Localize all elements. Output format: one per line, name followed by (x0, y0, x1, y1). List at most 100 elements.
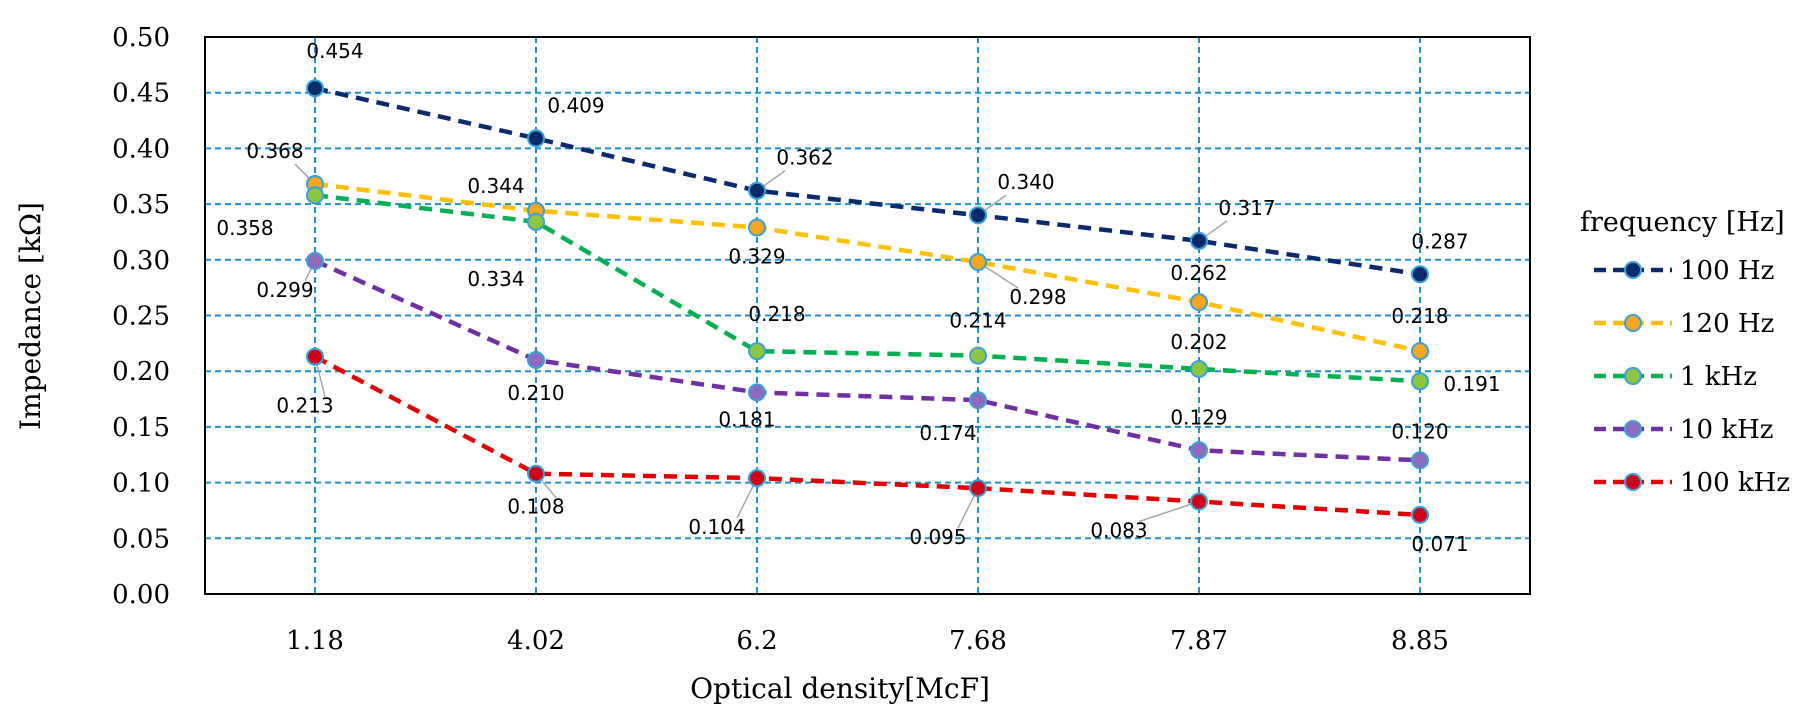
y-tick-label: 0.15 (112, 413, 170, 443)
series-line (314, 181, 1421, 354)
grid-layer (205, 37, 1530, 594)
data-label: 0.317 (1218, 196, 1275, 220)
y-tick-label: 0.45 (112, 79, 170, 109)
data-label: 0.218 (748, 302, 805, 326)
data-label: 0.362 (776, 146, 833, 170)
legend-entry-label: 100 kHz (1680, 468, 1790, 498)
y-tick-label: 0.50 (112, 23, 170, 53)
data-point (748, 469, 766, 488)
data-point (969, 479, 987, 498)
data-point (527, 351, 545, 370)
x-axis-tick-labels: 1.18 4.02 6.2 7.68 7.87 8.85 (286, 626, 1449, 656)
y-tick-label: 0.40 (112, 134, 170, 164)
data-point (527, 212, 545, 231)
x-tick-label: 7.68 (949, 626, 1007, 656)
data-point (1190, 441, 1208, 460)
data-label: 0.095 (909, 525, 966, 549)
data-point (1411, 372, 1429, 391)
data-point (969, 391, 987, 410)
data-label: 0.287 (1411, 229, 1468, 253)
data-label: 0.071 (1411, 532, 1468, 556)
data-label: 0.358 (216, 216, 273, 240)
legend-swatch-marker (1624, 261, 1642, 279)
x-axis-title: Optical density[McF] (690, 672, 990, 705)
y-axis-title: Impedance [kΩ] (14, 202, 47, 430)
data-label: 0.454 (306, 39, 363, 63)
data-point (1190, 293, 1208, 312)
series-layer (306, 79, 1429, 524)
data-point (306, 186, 324, 205)
legend-entry-label: 120 Hz (1680, 309, 1774, 339)
data-labels: 0.454 0.409 0.362 0.340 0.317 0.287 0.368 0.344… (216, 39, 1500, 556)
data-label: 0.104 (688, 515, 745, 539)
data-point (748, 383, 766, 402)
x-tick-label: 1.18 (286, 626, 344, 656)
y-tick-label: 0.25 (112, 302, 170, 332)
data-point (969, 253, 987, 272)
data-point (748, 218, 766, 237)
data-label: 0.340 (997, 170, 1054, 194)
y-tick-label: 0.35 (112, 190, 170, 220)
y-tick-label: 0.20 (112, 357, 170, 387)
y-tick-label: 0.30 (112, 246, 170, 276)
x-tick-label: 4.02 (507, 626, 565, 656)
legend-entry-label: 10 kHz (1680, 415, 1773, 445)
data-point (748, 181, 766, 200)
data-point (1411, 505, 1429, 524)
x-tick-label: 8.85 (1391, 626, 1449, 656)
data-point (1411, 451, 1429, 470)
x-tick-label: 6.2 (736, 626, 777, 656)
data-label: 0.298 (1009, 285, 1066, 309)
legend-entry-label: 1 kHz (1680, 362, 1757, 392)
data-point (527, 129, 545, 148)
data-label: 0.174 (919, 421, 976, 445)
data-label: 0.191 (1443, 372, 1500, 396)
series-line (313, 354, 1421, 518)
y-axis-tick-labels: 0.00 0.05 0.10 0.15 0.20 0.25 0.30 0.35 0.40 0.45… (112, 23, 170, 610)
data-label: 0.120 (1391, 419, 1448, 443)
legend-swatch-marker (1624, 314, 1642, 332)
series-line (314, 258, 1421, 463)
data-point (1411, 342, 1429, 361)
x-tick-label: 7.87 (1170, 626, 1228, 656)
y-tick-label: 0.00 (112, 580, 170, 610)
data-point (1190, 492, 1208, 511)
legend-title: frequency [Hz] (1580, 207, 1785, 238)
data-point (1411, 265, 1429, 284)
data-label: 0.334 (467, 267, 524, 291)
data-label: 0.083 (1090, 519, 1147, 543)
leader-line (1138, 500, 1200, 523)
legend-swatch-marker (1624, 367, 1642, 385)
data-label: 0.202 (1170, 330, 1227, 354)
data-point (1190, 231, 1208, 250)
data-point (306, 347, 324, 366)
data-point (306, 251, 324, 270)
data-label: 0.262 (1170, 261, 1227, 285)
data-label: 0.344 (467, 174, 524, 198)
legend: frequency [Hz] 100 Hz 120 Hz 1 kHz 10 kHz 10… (1580, 207, 1790, 498)
y-tick-label: 0.05 (112, 524, 170, 554)
data-label: 0.129 (1170, 405, 1227, 429)
data-label: 0.181 (718, 407, 775, 431)
data-label: 0.213 (276, 394, 333, 418)
y-tick-label: 0.10 (112, 469, 170, 499)
data-label: 0.329 (728, 244, 785, 268)
legend-swatch-marker (1624, 473, 1642, 491)
legend-entry-label: 100 Hz (1680, 256, 1774, 286)
series-line (314, 86, 1421, 277)
legend-swatch-marker (1624, 420, 1642, 438)
data-label: 0.299 (256, 278, 313, 302)
data-point (969, 346, 987, 365)
plot-area-frame (204, 36, 1531, 595)
data-point (306, 79, 324, 98)
data-label: 0.108 (507, 495, 564, 519)
data-point (969, 206, 987, 225)
data-label: 0.218 (1391, 304, 1448, 328)
data-point (527, 464, 545, 483)
data-point (748, 342, 766, 361)
data-label: 0.210 (507, 381, 564, 405)
data-point (1190, 359, 1208, 378)
data-label: 0.368 (246, 139, 303, 163)
data-label: 0.409 (547, 93, 604, 117)
